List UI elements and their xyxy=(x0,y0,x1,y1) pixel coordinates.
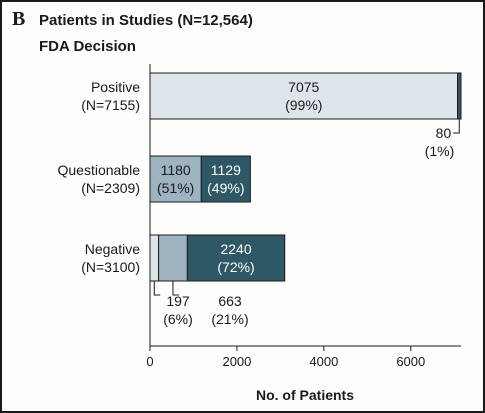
data-label-negative-2: 663 xyxy=(218,293,242,309)
bar-segment-positive-1 xyxy=(149,72,459,120)
x-tick-label-2000: 2000 xyxy=(222,354,251,369)
pct-label-positive-1: (99%) xyxy=(285,97,322,113)
leader-line-positive-2 xyxy=(453,119,460,134)
category-n-label-positive: (N=7155) xyxy=(81,97,140,113)
x-tick-label-0: 0 xyxy=(146,354,153,369)
bar-segment-negative-2 xyxy=(158,234,188,282)
x-axis-label: No. of Patients xyxy=(256,387,354,403)
category-label-negative: Negative xyxy=(85,241,140,257)
category-n-label-negative: (N=3100) xyxy=(81,259,140,275)
data-label-negative-3: 2240 xyxy=(220,241,251,257)
category-n-label-questionable: (N=2309) xyxy=(81,180,140,196)
panel-subtitle: FDA Decision xyxy=(39,38,136,55)
pct-label-questionable-2: (49%) xyxy=(207,180,244,196)
bar-segment-negative-1 xyxy=(149,234,160,282)
panel-letter: B xyxy=(12,8,26,30)
data-label-positive-2: 80 xyxy=(436,125,452,141)
bar-segment-negative-3 xyxy=(186,234,286,282)
data-label-negative-1: 197 xyxy=(166,293,190,309)
x-tick-label-4000: 4000 xyxy=(309,354,338,369)
leader-line-negative-1 xyxy=(153,281,161,296)
pct-label-questionable-1: (51%) xyxy=(157,180,194,196)
data-label-questionable-1: 1180 xyxy=(161,162,191,178)
data-label-positive-1: 7075 xyxy=(288,79,319,95)
category-label-questionable: Questionable xyxy=(57,162,140,178)
pct-label-negative-1: (6%) xyxy=(163,311,193,327)
pct-label-negative-3: (72%) xyxy=(217,259,254,275)
data-label-questionable-2: 1129 xyxy=(211,162,241,178)
bar-segment-positive-2 xyxy=(457,72,462,120)
pct-label-negative-2: (21%) xyxy=(211,311,248,327)
bar-segment-questionable-2 xyxy=(200,155,251,203)
panel-title: Patients in Studies (N=12,564) xyxy=(39,12,253,29)
pct-label-positive-2: (1%) xyxy=(425,143,455,159)
leader-line-negative-2 xyxy=(172,281,179,296)
category-label-positive: Positive xyxy=(91,79,140,95)
x-tick-label-6000: 6000 xyxy=(396,354,425,369)
